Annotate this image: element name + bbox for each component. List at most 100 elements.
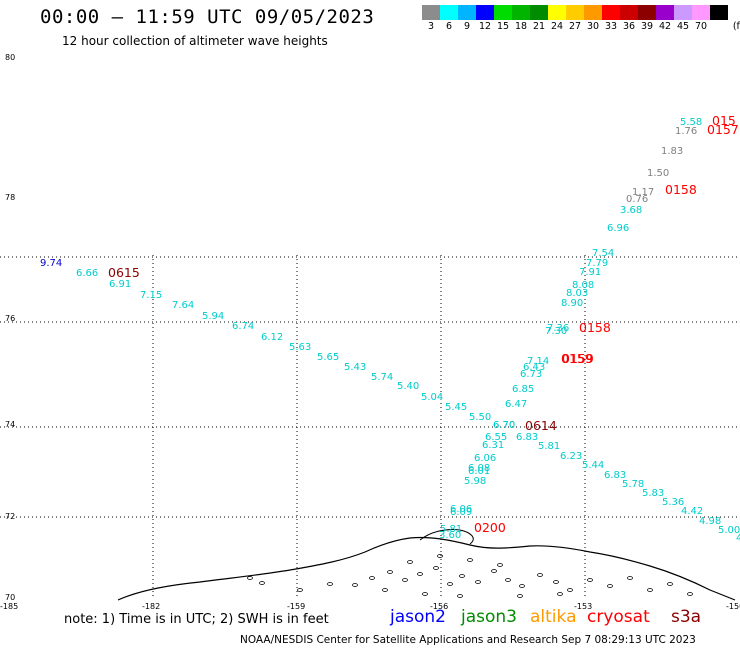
wave-height-value: 6.66 — [76, 268, 98, 279]
wave-height-value: 1.76 — [675, 126, 697, 137]
island-shape — [327, 582, 333, 586]
island-shape — [687, 592, 693, 596]
wave-height-value: 4 — [736, 533, 740, 544]
scale-swatch — [530, 5, 548, 20]
island-shape — [369, 576, 375, 580]
footer-credit: NOAA/NESDIS Center for Satellite Applica… — [240, 634, 696, 646]
scale-label: 15 — [496, 21, 510, 32]
page-subtitle: 12 hour collection of altimeter wave hei… — [62, 34, 328, 48]
island-shape — [422, 592, 428, 596]
island-shape — [553, 580, 559, 584]
scale-label: 42 — [658, 21, 672, 32]
wave-height-value: 6.85 — [512, 384, 534, 395]
wave-height-value: 6.09 — [450, 507, 472, 518]
pass-time-label: 0157 — [707, 122, 739, 137]
page-title: 00:00 – 11:59 UTC 09/05/2023 — [40, 6, 375, 28]
island-shape — [647, 588, 653, 592]
scale-label: 21 — [532, 21, 546, 32]
wave-height-value: 7.54 — [592, 248, 614, 259]
wave-height-value: 6.43 — [523, 362, 545, 373]
wave-height-value: 5.40 — [397, 381, 419, 392]
island-shape — [505, 578, 511, 582]
wave-height-value: 6.31 — [482, 440, 504, 451]
wave-height-value: 8.08 — [572, 280, 594, 291]
island-shape — [447, 582, 453, 586]
coastline — [117, 529, 736, 601]
scale-swatch — [512, 5, 530, 20]
scale-label: 9 — [463, 21, 471, 32]
wave-height-value: 7.64 — [172, 300, 194, 311]
coastline-path — [419, 529, 474, 545]
satellite-jason3: jason3 — [461, 607, 517, 627]
island-shape — [387, 570, 393, 574]
scale-label: 36 — [622, 21, 636, 32]
wave-height-value: 6.06 — [474, 453, 496, 464]
wave-height-value: 6.73 — [520, 369, 542, 380]
lon-label: -159 — [287, 602, 305, 611]
wave-height-value: 6.70 — [493, 420, 515, 431]
wave-height-value: 6.12 — [261, 332, 283, 343]
lon-label: -185 — [0, 602, 18, 611]
wave-height-value: 6.55 — [485, 432, 507, 443]
island-shape — [382, 588, 388, 592]
lon-label: -153 — [574, 602, 592, 611]
wave-height-value: 7.15 — [140, 290, 162, 301]
wave-height-value: 5.43 — [344, 362, 366, 373]
lat-label: 76 — [5, 314, 15, 323]
scale-swatch — [494, 5, 512, 20]
wave-height-value: 3.68 — [620, 205, 642, 216]
pass-time-label: 0615 — [108, 265, 140, 280]
coastline-path — [117, 536, 736, 601]
wave-height-value: 5.81 — [440, 524, 462, 535]
island-shape — [519, 584, 525, 588]
wave-height-value: 5.58 — [680, 117, 702, 128]
scale-label: 27 — [568, 21, 582, 32]
scale-swatch — [440, 5, 458, 20]
wave-height-value: 5.94 — [202, 311, 224, 322]
lon-label: -156 — [430, 602, 448, 611]
lat-label: 80 — [5, 53, 15, 62]
scale-swatch — [620, 5, 638, 20]
island-shape — [297, 588, 303, 592]
lat-label: 72 — [5, 512, 15, 521]
scale-swatch — [422, 5, 440, 20]
island-shape — [457, 594, 463, 598]
scale-swatch — [476, 5, 494, 20]
island-shape — [587, 578, 593, 582]
wave-height-value: 7.36 — [547, 323, 569, 334]
island-shape — [433, 566, 439, 570]
footer-note: note: 1) Time is in UTC; 2) SWH is in fe… — [64, 612, 329, 627]
wave-height-points: 9.74 6.66 6.91 7.15 7.64 5.94 6.74 6.12 5.63 5.65… — [40, 113, 740, 544]
wave-height-value: 7.14 — [527, 356, 549, 367]
wave-height-value: 1.83 — [661, 146, 683, 157]
satellite-jason2: jason2 — [390, 607, 446, 627]
pass-time-label: 0158 — [579, 320, 611, 335]
scale-swatch — [584, 5, 602, 20]
wave-height-value: 7.30 — [545, 326, 567, 337]
island-shape — [402, 578, 408, 582]
pass-time-label: 0158 — [665, 182, 697, 197]
scale-swatch — [458, 5, 476, 20]
wave-height-value: 3.60 — [439, 530, 461, 541]
lat-label: 78 — [5, 193, 15, 202]
island-shape — [537, 573, 543, 577]
wave-height-value: 5.81 — [538, 441, 560, 452]
pass-time-label: 0159 — [562, 351, 594, 366]
island-shape — [247, 576, 253, 580]
scale-swatch — [566, 5, 584, 20]
wave-height-value: 6.23 — [560, 451, 582, 462]
wave-height-value: 6.91 — [109, 279, 131, 290]
island-shape — [417, 572, 423, 576]
scale-label: 3 — [427, 21, 435, 32]
island-shape — [491, 569, 497, 573]
pass-time-label: 0200 — [474, 520, 506, 535]
scale-label: 18 — [514, 21, 528, 32]
wave-height-value: 7.91 — [579, 267, 601, 278]
wave-height-value: 5.45 — [445, 402, 467, 413]
wave-height-value: 6.70 — [493, 420, 515, 431]
island-shape — [627, 576, 633, 580]
wave-height-value: 5.36 — [662, 497, 684, 508]
wave-height-value: 5.44 — [582, 460, 604, 471]
island-shape — [497, 563, 503, 567]
axis-labels: 80 78 76 74 72 70-185 -182 -159 -156 -153 -150 — [0, 53, 740, 611]
